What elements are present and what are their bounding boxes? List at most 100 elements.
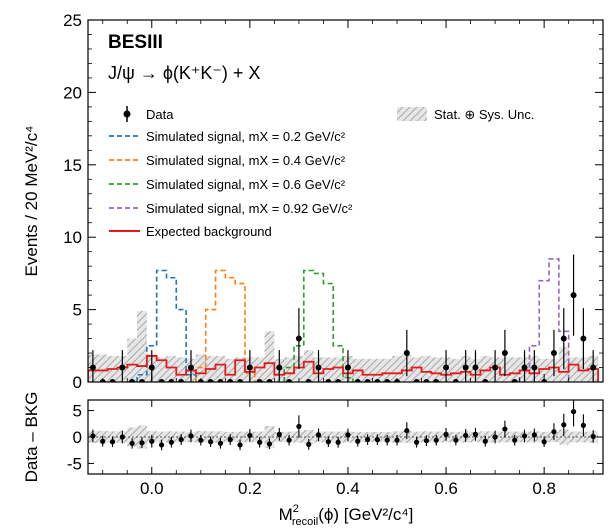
legend-signal-092: Simulated signal, mX = 0.92 GeV/c²	[109, 201, 353, 216]
uncertainty-band	[509, 357, 520, 382]
data-point	[315, 364, 322, 371]
data-point	[501, 350, 508, 357]
signal-histogram	[136, 269, 197, 382]
uncertainty-band	[127, 338, 138, 382]
data-point	[354, 379, 361, 382]
legend: Data Simulated signal, mX = 0.2 GeV/c² S…	[109, 106, 534, 239]
data-point	[119, 364, 126, 371]
x-tick-label: 0.0	[140, 479, 164, 498]
residual-point	[149, 438, 155, 444]
residual-point	[374, 437, 380, 443]
uncertainty-band	[372, 358, 383, 382]
residual-point	[178, 437, 184, 443]
data-point	[246, 364, 253, 371]
main-ytick-label: 15	[63, 156, 82, 175]
xlabel-sup: 2	[293, 503, 299, 515]
data-point	[433, 379, 440, 382]
data-point	[109, 379, 116, 382]
legend-signal-04: Simulated signal, mX = 0.4 GeV/c²	[109, 153, 346, 168]
residual-point	[119, 434, 125, 440]
residual-point	[384, 437, 390, 443]
residual-point	[168, 439, 174, 445]
residual-point	[188, 433, 194, 439]
data-point	[492, 364, 499, 371]
residual-point	[306, 441, 312, 447]
residual-point	[315, 432, 322, 438]
residual-point	[463, 432, 469, 439]
data-point	[207, 379, 214, 382]
data-point	[374, 379, 381, 382]
residual-point	[570, 409, 577, 415]
residual-point	[482, 438, 488, 444]
main-ytick-label: 5	[73, 301, 82, 320]
residual-point	[404, 428, 410, 434]
uncertainty-band	[333, 357, 344, 382]
data-point	[178, 379, 185, 382]
data-point	[423, 379, 430, 382]
residual-point	[521, 433, 528, 439]
residual-point	[541, 439, 547, 445]
legend-signal-04-label: Simulated signal, mX = 0.4 GeV/c²	[146, 153, 346, 168]
uncertainty-band	[480, 355, 491, 382]
residual-point	[325, 439, 331, 445]
data-point	[148, 364, 155, 371]
legend-background-label: Expected background	[146, 224, 272, 239]
uncertainty-band	[264, 331, 275, 382]
residual-point	[423, 438, 430, 444]
main-ytick-label: 25	[63, 11, 82, 30]
residual-band	[578, 431, 589, 443]
legend-signal-06-label: Simulated signal, mX = 0.6 GeV/c²	[146, 177, 346, 192]
data-point	[413, 379, 420, 382]
experiment-label: BESIII	[108, 32, 163, 53]
main-frame	[87, 19, 604, 383]
uncertainty-band	[539, 358, 550, 382]
uncertainty-band	[294, 355, 304, 382]
legend-signal-02-label: Simulated signal, mX = 0.2 GeV/c²	[146, 129, 346, 144]
legend-data: Data	[123, 106, 174, 122]
residual-point	[364, 437, 371, 443]
uncertainty-band	[166, 355, 177, 382]
data-point	[295, 335, 302, 342]
legend-background: Expected background	[109, 224, 272, 239]
residual-point	[502, 426, 508, 432]
data-point	[256, 379, 263, 382]
background-line	[88, 355, 599, 382]
data-point	[550, 350, 557, 357]
data-point	[266, 379, 273, 382]
x-tick-label: 0.4	[336, 479, 360, 498]
signal-histogram	[195, 269, 256, 382]
main-ytick-label: 20	[63, 83, 82, 102]
residual-point	[531, 432, 537, 438]
residual-axes: -5 0 5 0.0 0.2 0.4 0.6 0.8	[67, 399, 604, 498]
residual-point	[335, 439, 341, 445]
xlabel-sub: recoil	[292, 516, 318, 528]
uncertainty-band	[303, 350, 314, 382]
residual-point	[561, 422, 567, 428]
residual-point	[227, 437, 233, 443]
residual-point	[276, 431, 282, 437]
data-point	[335, 379, 342, 382]
legend-uncertainty: Stat. ⊕ Sys. Unc.	[397, 107, 534, 122]
uncertainty-band	[254, 357, 265, 382]
residual-point	[433, 437, 439, 443]
residual-point	[414, 439, 420, 445]
data-point	[325, 379, 332, 382]
uncertainty-band	[215, 355, 226, 382]
uncertainty-band	[97, 354, 108, 382]
uncertainty-band	[382, 358, 393, 382]
residual-point	[590, 433, 596, 440]
residual-point	[139, 440, 145, 446]
data-point	[305, 379, 312, 382]
data-point	[462, 364, 469, 371]
residual-point	[266, 441, 273, 447]
residual-point	[100, 438, 106, 444]
legend-uncertainty-label: Stat. ⊕ Sys. Unc.	[434, 107, 534, 122]
residual-ytick-label: 5	[73, 402, 82, 421]
legend-signal-06: Simulated signal, mX = 0.6 GeV/c²	[109, 177, 346, 192]
data-point	[158, 379, 165, 382]
data-point	[511, 379, 518, 382]
residual-point	[237, 442, 243, 448]
residual-point	[394, 437, 400, 443]
signal-histogram	[283, 269, 354, 382]
x-tick-label: 0.2	[238, 479, 262, 498]
